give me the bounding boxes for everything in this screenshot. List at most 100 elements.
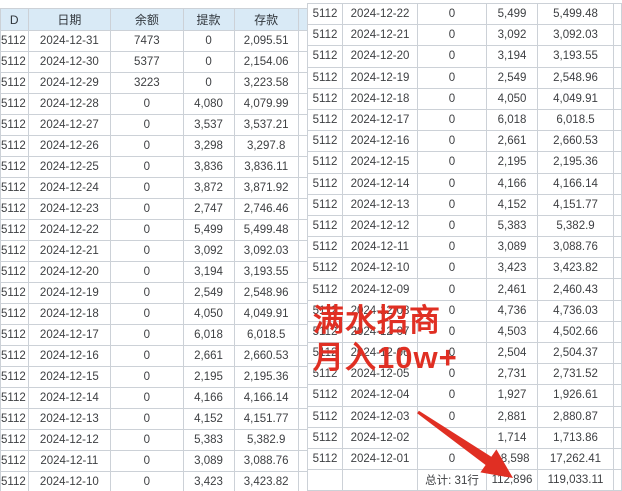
- cell-id: 5112: [0, 219, 29, 241]
- cell-balance: 0: [110, 156, 184, 178]
- cell-deposit: 2,548.96: [537, 66, 614, 89]
- table-row: 5112 2024-12-07 0 4,503 4,502.66: [307, 320, 622, 344]
- table-row: 5112 2024-12-17 0 6,018 6,018.5: [0, 324, 309, 346]
- cell-deposit: 2,154.06: [233, 51, 299, 73]
- promo-overlay-text: 满水招商 月入10w+: [313, 302, 458, 376]
- table-row: 5112 2024-12-20 0 3,194 3,193.55: [307, 45, 622, 68]
- cell-date: 2024-12-13: [342, 193, 418, 216]
- cell-withdrawal: 3,194: [486, 45, 538, 68]
- cell-deposit: 5,382.9: [537, 214, 614, 238]
- cell-id: 5112: [307, 151, 343, 174]
- table-row: 5112 2024-12-22 0 5,499 5,499.48: [0, 219, 309, 241]
- cell-spacer: [613, 299, 622, 322]
- cell-withdrawal: 3,194: [182, 261, 235, 283]
- cell-deposit: 3,836.11: [233, 156, 299, 178]
- cell-spacer: [613, 66, 622, 89]
- cell-deposit: 4,166.14: [233, 387, 299, 409]
- cell-deposit: 1,926.61: [537, 384, 614, 407]
- cell-balance: 0: [110, 387, 184, 409]
- cell-balance: 0: [110, 177, 184, 199]
- cell-id: 5112: [0, 282, 29, 304]
- cell-deposit: 4,049.91: [233, 303, 299, 325]
- cell-spacer: [613, 45, 622, 68]
- cell-id: 5112: [0, 261, 29, 283]
- cell-withdrawal: 4,152: [486, 193, 538, 216]
- cell-date: 2024-12-10: [342, 257, 418, 280]
- cell-date: 2024-12-01: [342, 447, 418, 471]
- cell-date: 2024-12-20: [342, 45, 418, 68]
- total-row: 总计: 31行 112,896 119,033.11: [307, 469, 622, 491]
- table-row: 5112 2024-12-16 0 2,661 2,660.53: [0, 345, 309, 367]
- cell-withdrawal: 2,195: [182, 366, 235, 388]
- cell-balance: 0: [417, 2, 487, 26]
- table-row: 5112 2024-12-04 0 1,927 1,926.61: [307, 384, 622, 407]
- cell-withdrawal: 2,881: [486, 405, 538, 428]
- cell-id: 5112: [307, 193, 343, 216]
- cell-deposit: 3,223.58: [233, 72, 299, 94]
- table-row: 5112 2024-12-14 0 4,166 4,166.14: [307, 172, 622, 195]
- promo-line-1: 满水招商: [313, 303, 441, 338]
- table-row: 5112 2024-12-05 0 2,731 2,731.52: [307, 363, 622, 386]
- cell-deposit: 3,537.21: [233, 114, 299, 136]
- cell-deposit: 2,660.53: [233, 345, 299, 367]
- cell-balance: 0: [110, 429, 184, 451]
- cell-id: 5112: [0, 429, 29, 451]
- cell-id: 5112: [0, 93, 29, 115]
- col-withdrawal: 提款: [182, 8, 235, 31]
- cell-spacer: [613, 363, 622, 386]
- cell-balance: 0: [417, 172, 487, 195]
- cell-date: 2024-12-29: [27, 72, 112, 94]
- cell-date: 2024-12-12: [27, 429, 112, 451]
- cell-date: 2024-12-31: [27, 30, 112, 52]
- table-row: 5112 2024-12-25 0 3,836 3,836.11: [0, 156, 309, 178]
- cell-withdrawal: 4,050: [182, 303, 235, 325]
- cell-date: 2024-12-20: [27, 261, 112, 283]
- cell-withdrawal: 3,872: [182, 177, 235, 199]
- cell-date: 2024-12-14: [342, 172, 418, 195]
- cell-withdrawal: 3,092: [182, 240, 235, 262]
- table-row: 5112 2024-12-01 0 18,598 17,262.41: [307, 447, 622, 471]
- cell-date: 2024-12-04: [342, 384, 418, 407]
- cell-date: 2024-12-02: [342, 426, 418, 449]
- col-balance: 余额: [110, 8, 184, 31]
- cell-date: 2024-12-11: [27, 450, 112, 472]
- cell-withdrawal: 3,092: [486, 24, 538, 47]
- cell-spacer: [613, 320, 622, 344]
- cell-withdrawal: 5,499: [486, 2, 538, 26]
- cell-date: 2024-12-08: [342, 299, 418, 322]
- cell-balance: 0: [110, 198, 184, 220]
- cell-balance: 0: [110, 240, 184, 262]
- cell-balance: 0: [417, 108, 487, 132]
- cell-deposit: 3,871.92: [233, 177, 299, 199]
- cell-balance: 3223: [110, 72, 184, 94]
- table-row: 5112 2024-12-02 1,714 1,713.86: [307, 426, 622, 449]
- cell-date: 2024-12-06: [342, 341, 418, 365]
- cell-withdrawal: 5,383: [182, 429, 235, 451]
- cell-id: 5112: [307, 130, 343, 153]
- cell-id: 5112: [0, 345, 29, 367]
- cell-id: 5112: [0, 366, 29, 388]
- cell-deposit: 2,195.36: [233, 366, 299, 388]
- cell-spacer: [613, 426, 622, 449]
- table-row: 5112 2024-12-11 0 3,089 3,088.76: [307, 236, 622, 259]
- cell-deposit: 5,499.48: [233, 219, 299, 241]
- cell-withdrawal: 112,896: [486, 469, 538, 491]
- cell-date: 2024-12-16: [27, 345, 112, 367]
- promo-line-2: 月入10w+: [313, 340, 458, 375]
- cell-balance: 0: [110, 471, 184, 491]
- cell-date: 2024-12-17: [27, 324, 112, 346]
- cell-withdrawal: 5,499: [182, 219, 235, 241]
- table-row: 5112 2024-12-15 0 2,195 2,195.36: [0, 366, 309, 388]
- cell-deposit: 1,713.86: [537, 426, 614, 449]
- cell-date: 2024-12-19: [27, 282, 112, 304]
- table-row: 5112 2024-12-24 0 3,872 3,871.92: [0, 177, 309, 199]
- table-row: 5112 2024-12-11 0 3,089 3,088.76: [0, 450, 309, 472]
- cell-id: 5112: [307, 24, 343, 47]
- cell-deposit: 2,504.37: [537, 341, 614, 365]
- cell-balance: 0: [417, 130, 487, 153]
- cell-withdrawal: 2,549: [182, 282, 235, 304]
- cell-withdrawal: 3,298: [182, 135, 235, 157]
- table-row: 5112 2024-12-08 0 4,736 4,736.03: [307, 299, 622, 322]
- cell-balance: 0: [417, 151, 487, 174]
- cell-deposit: 6,018.5: [233, 324, 299, 346]
